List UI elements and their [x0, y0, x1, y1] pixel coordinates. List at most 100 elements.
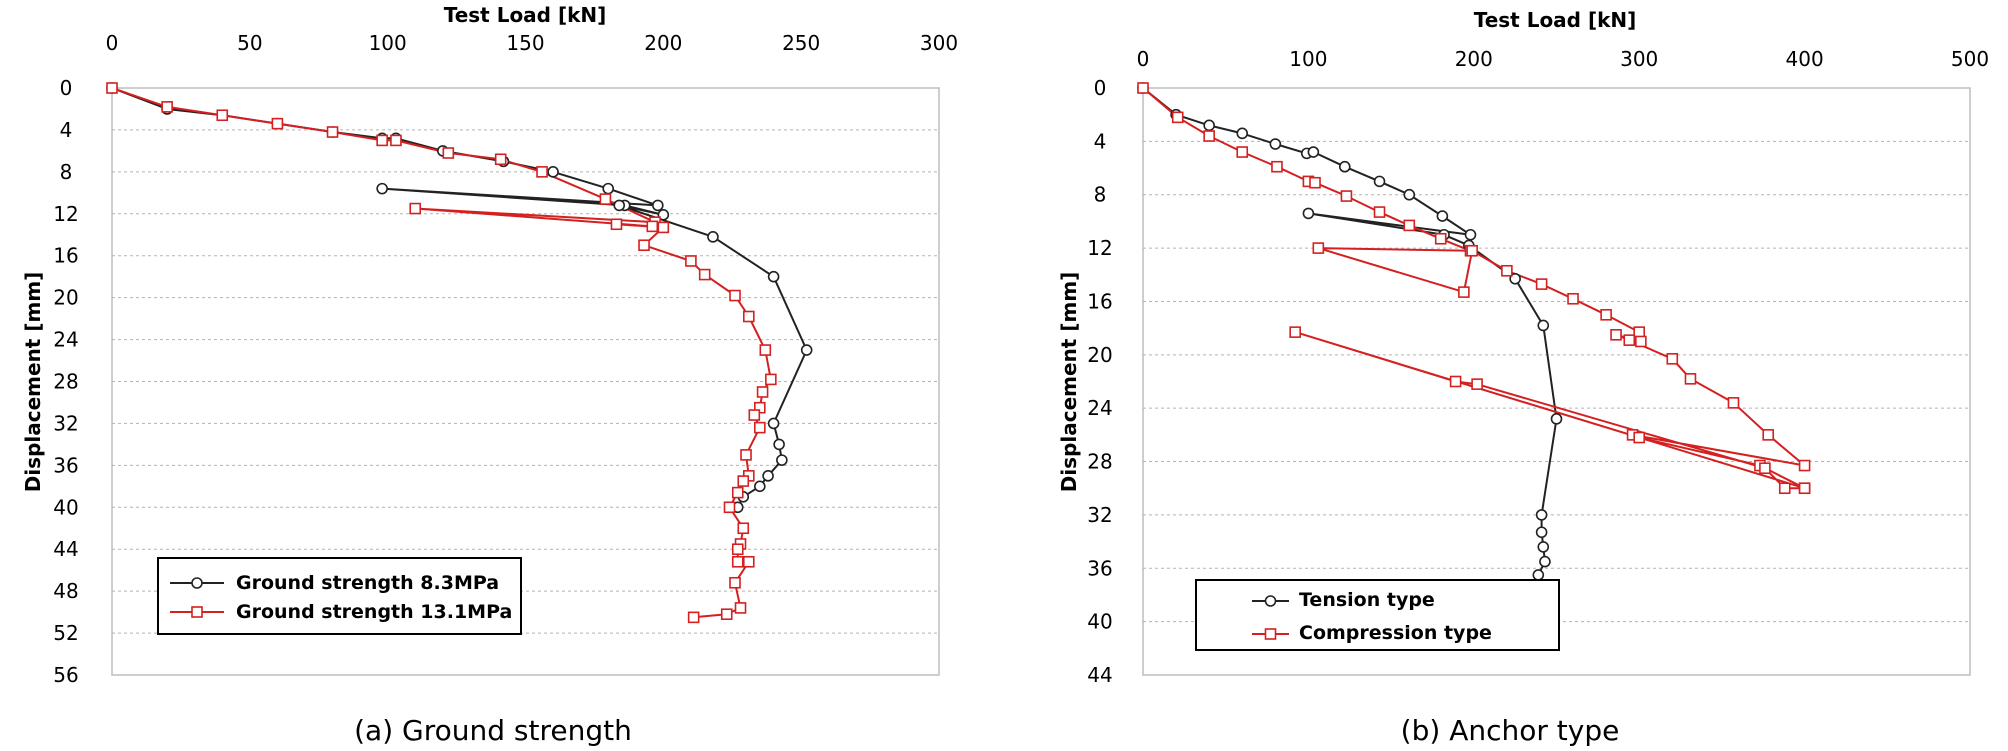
legend-box-a — [157, 557, 522, 635]
data-point — [776, 454, 788, 466]
y-tick-label: 28 — [53, 370, 78, 394]
data-point — [737, 522, 750, 535]
x-tick-label: 500 — [1951, 47, 1989, 71]
data-point — [1373, 206, 1386, 218]
legend-label-compression: Compression type — [1299, 622, 1492, 644]
data-point — [1610, 329, 1622, 341]
y-tick-label: 20 — [1087, 343, 1112, 367]
data-point — [1684, 373, 1697, 385]
x-tick-label: 150 — [506, 31, 544, 55]
chart-anchor-type: 0 100 200 300 400 500 0 4 8 12 16 20 24 28 32 36 40 44 T… — [1057, 8, 1989, 747]
data-point — [1403, 219, 1416, 232]
data-point — [1302, 207, 1315, 220]
data-point — [1727, 397, 1740, 409]
data-point — [652, 199, 664, 212]
x-tick-label: 300 — [1620, 47, 1658, 71]
data-point — [1340, 190, 1353, 202]
data-point — [376, 182, 388, 195]
y-tick-label: 44 — [1087, 663, 1112, 687]
data-point — [1269, 138, 1282, 150]
y-tick-label: 16 — [53, 244, 78, 268]
data-point — [536, 166, 548, 178]
data-point — [106, 82, 118, 94]
data-point — [759, 344, 772, 356]
data-point — [742, 555, 755, 568]
data-point — [756, 386, 769, 398]
data-point — [1137, 82, 1149, 94]
legend-label-8-3mpa: Ground strength 8.3MPa — [236, 572, 499, 594]
data-point — [707, 231, 719, 243]
data-point — [1436, 210, 1449, 222]
data-point — [734, 602, 747, 614]
caption-a: (a) Ground strength — [354, 714, 632, 747]
data-point — [1271, 160, 1283, 173]
x-tick-label: 0 — [1137, 47, 1150, 71]
data-point — [685, 255, 697, 267]
data-point — [754, 480, 766, 493]
data-point — [1338, 160, 1351, 173]
data-point — [723, 501, 736, 514]
y-tick-label: 32 — [1087, 503, 1112, 527]
y-ticks-b: 0 4 8 12 16 20 24 28 32 36 40 44 — [1087, 76, 1112, 687]
data-point — [1532, 569, 1545, 581]
x-tick-label: 400 — [1786, 47, 1824, 71]
data-point — [762, 470, 774, 482]
data-point — [1600, 308, 1612, 321]
y-tick-label: 8 — [1094, 183, 1107, 207]
data-point — [1471, 378, 1483, 390]
data-point — [376, 134, 388, 147]
series-layer-a — [106, 82, 813, 624]
y-tick-label: 24 — [1087, 396, 1112, 420]
legend-marker — [1264, 628, 1277, 640]
data-point — [767, 417, 780, 430]
plot-frame-b — [1142, 87, 1971, 676]
data-point — [216, 109, 229, 122]
data-point — [547, 166, 559, 178]
data-point — [599, 193, 612, 205]
data-point — [1203, 130, 1215, 142]
y-tick-label: 0 — [1094, 76, 1107, 100]
y-tick-label: 4 — [1094, 129, 1107, 153]
data-point — [602, 182, 615, 195]
y-tick-label: 12 — [1087, 236, 1112, 260]
data-point — [1635, 335, 1647, 348]
data-point — [390, 134, 402, 147]
data-point — [731, 543, 744, 556]
data-point — [1798, 482, 1811, 495]
x-axis-title-a: Test Load [kN] — [444, 3, 607, 27]
y-tick-label: 40 — [1087, 610, 1112, 634]
data-point — [409, 202, 422, 215]
data-point — [161, 101, 173, 113]
data-point — [1307, 146, 1320, 158]
data-point — [1550, 413, 1563, 425]
data-point — [800, 344, 813, 356]
data-point — [1633, 431, 1645, 444]
y-tick-label: 44 — [53, 537, 78, 561]
data-point — [742, 310, 755, 323]
data-point — [1537, 541, 1550, 553]
data-point — [610, 218, 623, 231]
y-tick-label: 20 — [53, 286, 78, 310]
y-tick-label: 56 — [53, 663, 78, 687]
legend-marker — [191, 606, 203, 618]
x-tick-label: 50 — [237, 31, 262, 55]
data-point — [1466, 244, 1478, 257]
y-tick-label: 24 — [53, 328, 78, 352]
data-point — [1236, 146, 1249, 158]
data-point — [1501, 264, 1513, 277]
data-point — [767, 270, 780, 283]
data-point — [1312, 242, 1325, 254]
data-point — [1759, 462, 1771, 475]
chart-ground-strength: 0 50 100 150 200 250 300 048121620242832364044… — [21, 3, 958, 747]
data-point — [638, 239, 650, 252]
data-point — [657, 221, 670, 234]
data-point — [1171, 111, 1184, 124]
legend-marker — [1264, 595, 1277, 607]
y-tick-label: 36 — [53, 453, 78, 477]
data-point — [773, 438, 785, 451]
x-tick-label: 300 — [920, 31, 958, 55]
x-tick-label: 100 — [1289, 47, 1327, 71]
x-tick-label: 200 — [644, 31, 682, 55]
